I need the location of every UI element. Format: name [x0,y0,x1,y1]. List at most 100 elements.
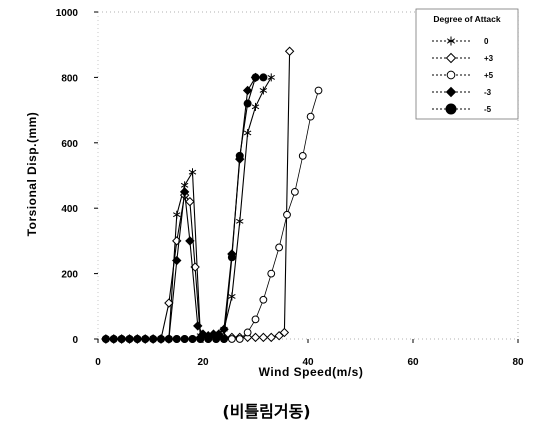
y-tick-label: 800 [61,73,78,84]
data-point [157,335,165,343]
data-point [267,269,276,278]
legend-marker [445,86,457,98]
data-point [251,315,260,324]
data-point [243,99,252,108]
legend-item: -3 [432,86,492,98]
data-point [250,332,261,343]
y-tick-label: 200 [61,270,78,281]
asterisk-stroke [173,212,181,218]
data-point [298,151,307,160]
data-point [125,335,134,343]
data-point [243,128,252,137]
asterisk-stroke [228,294,236,299]
legend-item: -5 [432,103,492,115]
data-point [149,335,158,343]
data-point [219,324,229,334]
legend-box [415,8,519,120]
data-point [243,328,252,337]
data-point [284,46,295,56]
data-point [173,210,181,219]
data-point [279,327,290,338]
data-point [109,335,118,343]
data-point [266,332,276,343]
data-point [314,86,323,95]
data-point [275,243,284,252]
data-point [258,332,269,343]
data-point [251,102,260,111]
data-point [172,335,181,343]
data-point [117,335,126,343]
y-axis-label: Torsional Disp.(mm) [25,112,39,237]
legend-label: -5 [484,105,492,114]
y-tick-label: 1000 [56,8,79,19]
data-point [185,196,195,207]
asterisk-stroke [180,182,189,188]
x-tick-label: 60 [407,357,419,368]
x-tick-label: 40 [302,357,314,368]
legend-marker [446,36,456,46]
x-tick-label: 0 [95,357,101,368]
legend-item: +3 [432,52,494,64]
data-point [227,335,236,343]
data-point [172,255,182,266]
series-line [105,77,256,340]
series-line [105,76,264,340]
legend-label: -3 [484,88,492,97]
data-point [259,73,268,82]
data-point [228,292,236,301]
asterisk-stroke [243,130,252,136]
x-tick-label: 80 [512,357,524,368]
series-5 [101,73,268,343]
data-point [180,335,189,343]
data-point [283,210,291,219]
legend-label: 0 [484,37,489,46]
data-point [133,335,142,343]
data-point [236,217,244,226]
asterisk-stroke [259,88,268,93]
x-axis-label: Wind Speed(m/s) [259,365,364,379]
legend-item: +5 [432,70,494,80]
legend-item: 0 [432,36,489,46]
asterisk-stroke [236,218,244,224]
legend-title: Degree of Attack [433,14,501,24]
y-tick-label: 600 [61,139,78,150]
data-point [306,112,315,121]
data-point [141,335,150,343]
series-3 [101,86,323,343]
data-point [204,335,213,343]
asterisk-stroke [446,38,456,44]
data-point [242,85,253,96]
asterisk-stroke [188,169,197,175]
data-point [185,236,195,246]
data-point [235,151,244,160]
x-tick-label: 20 [197,357,209,368]
data-point [290,187,299,196]
series-1 [102,73,275,343]
legend-marker [445,52,457,64]
asterisk-stroke [267,74,275,80]
data-point [101,335,110,343]
data-point [251,73,260,82]
data-point [220,335,228,343]
data-point [164,335,173,343]
data-point [164,298,174,308]
figure-caption: (비틀림거동) [222,402,311,421]
data-point [259,86,268,95]
legend-label: +5 [484,71,494,80]
data-point [227,253,236,262]
data-point [235,335,244,343]
data-point [212,335,221,343]
data-point [193,321,203,331]
legend-marker [446,70,456,80]
series-line [105,77,272,340]
data-point [196,335,205,343]
series-layer [101,46,323,344]
legend-label: +3 [484,54,494,63]
asterisk-stroke [251,104,260,110]
x-axis: 0 20 40 60 80 [95,339,524,368]
y-tick-label: 400 [61,204,78,215]
plot-frame [97,11,519,340]
data-point [267,73,275,82]
legend-marker [445,103,457,115]
